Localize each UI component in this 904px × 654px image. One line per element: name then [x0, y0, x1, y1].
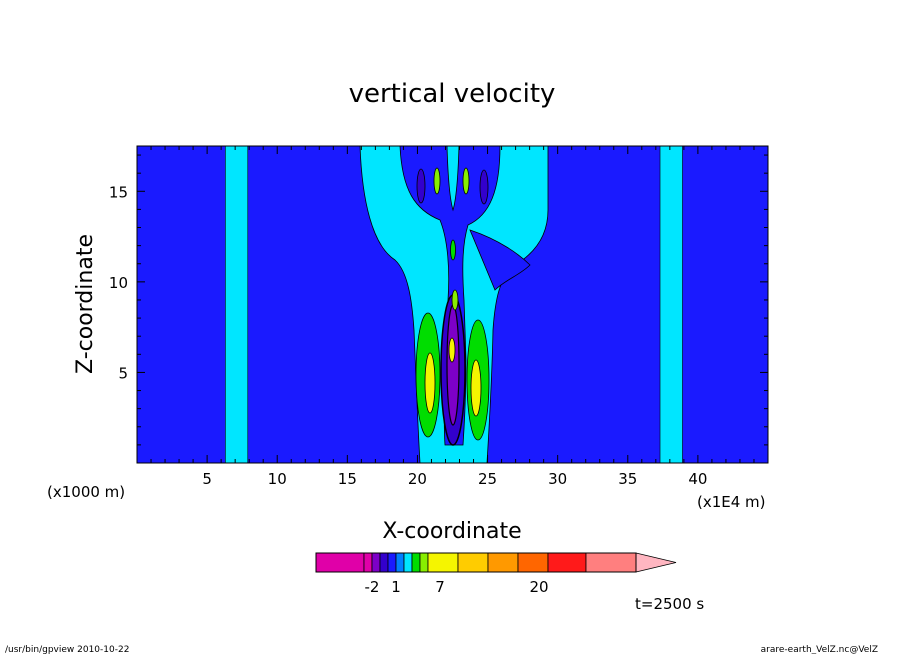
upper-center-cyan	[446, 145, 460, 212]
y-axis-label: Z-coordinate	[73, 234, 98, 374]
time-label: t=2500 s	[635, 595, 704, 613]
colorbar	[315, 552, 677, 573]
cyan-column-right	[659, 145, 683, 464]
footer-left: /usr/bin/gpview 2010-10-22	[5, 645, 129, 654]
inner-core	[446, 304, 460, 426]
yellow-core-right	[470, 359, 482, 417]
colorbar-segment-6	[403, 552, 413, 573]
colorbar-segment-10	[457, 552, 489, 573]
x-tick-label-4: 25	[478, 470, 497, 488]
x-tick-label-5: 30	[548, 470, 567, 488]
chart-title: vertical velocity	[349, 79, 556, 109]
upper-green-cell-2	[462, 167, 470, 195]
core-green-cell	[451, 289, 459, 311]
y-tick-label-0: 5	[118, 364, 128, 382]
colorbar-frame	[315, 552, 637, 573]
colorbar-label-2: 7	[435, 578, 445, 596]
plot-frame	[136, 145, 769, 464]
x-tick-label-2: 15	[338, 470, 357, 488]
colorbar-segment-0	[315, 552, 365, 573]
colorbar-segment-12	[517, 552, 549, 573]
x-unit-right: (x1E4 m)	[697, 493, 766, 511]
colorbar-segment-11	[487, 552, 519, 573]
field-regions	[225, 145, 683, 464]
colorbar-segment-5	[395, 552, 405, 573]
upper-dark-cell-right	[479, 169, 489, 205]
y-tick-labels: 5 10 15	[109, 183, 128, 382]
upper-green-cell	[433, 167, 441, 195]
colorbar-segment-4	[387, 552, 397, 573]
colorbar-label-0: -2	[365, 578, 380, 596]
y-tick-label-1: 10	[109, 274, 128, 292]
axis-ticks	[137, 146, 768, 463]
colorbar-segment-7	[411, 552, 421, 573]
colorbar-segment-13	[547, 552, 587, 573]
x-tick-label-6: 35	[618, 470, 637, 488]
x-tick-label-1: 10	[268, 470, 287, 488]
cyan-column-left	[225, 145, 249, 464]
x-tick-label-3: 20	[408, 470, 427, 488]
x-tick-labels: 5 10 15 20 25 30 35 40	[202, 470, 707, 488]
colorbar-segment-1	[363, 552, 373, 573]
plot-area: 5 10 15 20 25 30 35 40 5 10 15	[109, 145, 769, 488]
yellow-core-left	[424, 352, 436, 414]
colorbar-arrow	[635, 552, 677, 573]
footer-right: arare-earth_VelZ.nc@VelZ	[761, 645, 878, 654]
colorbar-labels: -2 1 7 20	[365, 578, 549, 596]
x-tick-label-7: 40	[688, 470, 707, 488]
x-tick-label-0: 5	[202, 470, 212, 488]
colorbar-segment-9	[427, 552, 459, 573]
x-axis-label: X-coordinate	[382, 519, 521, 544]
upper-dark-cell-left	[416, 168, 426, 204]
x-unit-left: (x1000 m)	[47, 483, 125, 501]
colorbar-segment-3	[379, 552, 389, 573]
colorbar-segment-2	[371, 552, 381, 573]
colorbar-segment-14	[585, 552, 637, 573]
colorbar-label-3: 20	[529, 578, 548, 596]
y-tick-label-2: 15	[109, 183, 128, 201]
core-green-cell-2	[450, 239, 456, 261]
colorbar-segment-8	[419, 552, 429, 573]
central-plume-blue-outer	[469, 229, 531, 291]
colorbar-label-1: 1	[391, 578, 401, 596]
core-yellow-cell	[448, 337, 456, 363]
